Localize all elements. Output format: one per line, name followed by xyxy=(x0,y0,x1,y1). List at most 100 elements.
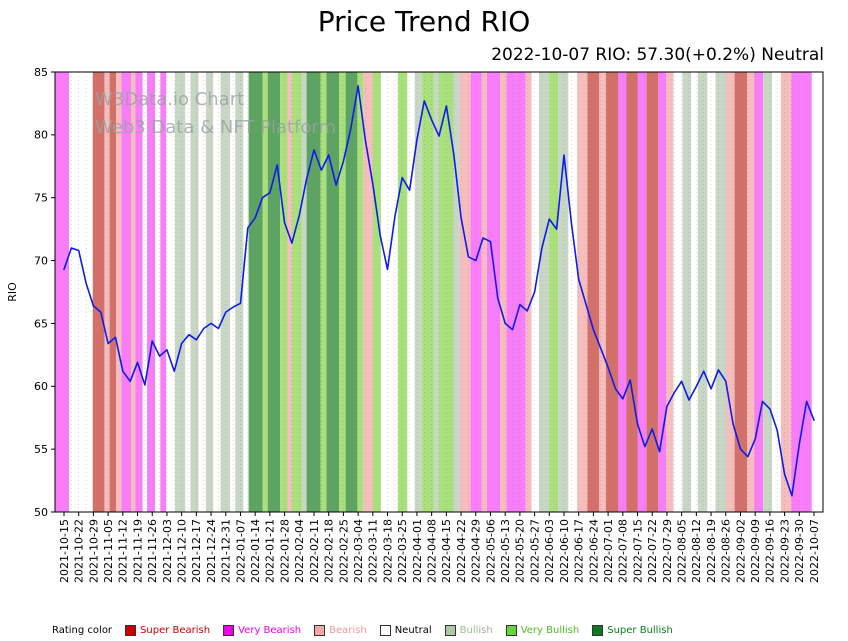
rating-band-very_bearish xyxy=(658,72,667,512)
rating-band-neutral xyxy=(230,72,236,512)
rating-band-very_bearish xyxy=(160,72,167,512)
x-tick-label: 2022-03-04 xyxy=(352,519,365,583)
x-tick-label: 2022-06-03 xyxy=(543,519,556,583)
rating-band-bullish xyxy=(235,72,244,512)
legend-item-label: Very Bullish xyxy=(520,625,580,636)
rating-band-very_bullish xyxy=(422,72,434,512)
legend-item-label: Very Bearish xyxy=(238,625,302,636)
rating-band-very_bearish xyxy=(486,72,500,512)
rating-band-bearish xyxy=(599,72,606,512)
rating-band-very_bullish xyxy=(262,72,268,512)
x-tick-label: 2022-05-06 xyxy=(484,519,497,583)
rating-band-bullish xyxy=(433,72,439,512)
y-tick-label: 70 xyxy=(34,254,48,267)
legend-swatch-very_bearish xyxy=(223,625,235,636)
x-tick-label: 2022-09-09 xyxy=(749,519,762,583)
rating-band-super_bullish xyxy=(306,72,321,512)
legend-item-very_bullish: Very Bullish xyxy=(505,625,580,636)
rating-band-super_bullish xyxy=(345,72,358,512)
legend-item-label: Super Bearish xyxy=(140,625,211,636)
rating-band-super_bullish xyxy=(267,72,281,512)
x-tick-label: 2022-02-11 xyxy=(308,519,321,583)
rating-band-neutral xyxy=(811,72,823,512)
rating-band-very_bearish xyxy=(55,72,70,512)
rating-band-neutral xyxy=(198,72,206,512)
x-tick-label: 2022-05-13 xyxy=(499,519,512,583)
legend-swatch-super_bearish xyxy=(125,625,137,636)
rating-band-neutral xyxy=(155,72,161,512)
x-tick-label: 2021-11-05 xyxy=(102,519,115,583)
x-tick-label: 2022-02-04 xyxy=(293,519,306,583)
legend-item-label: Bullish xyxy=(459,625,493,636)
legend-swatch-very_bullish xyxy=(505,625,517,636)
x-tick-label: 2022-08-19 xyxy=(705,519,718,583)
x-tick-label: 2021-12-17 xyxy=(190,519,203,583)
rating-band-super_bearish xyxy=(626,72,638,512)
legend-label: Rating color xyxy=(52,625,113,636)
rating-band-very_bullish xyxy=(549,72,559,512)
rating-band-bullish xyxy=(190,72,199,512)
rating-band-bearish xyxy=(726,72,735,512)
x-tick-label: 2022-07-22 xyxy=(646,519,659,583)
legend-swatch-bearish xyxy=(314,625,326,636)
x-tick-label: 2022-07-01 xyxy=(602,519,615,583)
rating-band-neutral xyxy=(69,72,93,512)
rating-band-bullish xyxy=(697,72,708,512)
rating-band-neutral xyxy=(772,72,781,512)
rating-band-super_bearish xyxy=(109,72,117,512)
rating-band-very_bearish xyxy=(506,72,526,512)
y-tick-label: 80 xyxy=(34,129,48,142)
x-tick-label: 2022-08-26 xyxy=(720,519,733,583)
rating-band-bullish xyxy=(414,72,423,512)
legend-swatch-neutral xyxy=(379,625,391,636)
x-tick-label: 2021-12-10 xyxy=(175,519,188,583)
rating-band-very_bearish xyxy=(754,72,764,512)
x-tick-label: 2022-09-16 xyxy=(764,519,777,583)
x-tick-label: 2022-07-15 xyxy=(631,519,644,583)
rating-band-super_bullish xyxy=(248,72,263,512)
legend-item-super_bullish: Super Bullish xyxy=(592,625,673,636)
x-tick-label: 2022-09-02 xyxy=(734,519,747,583)
rating-band-very_bullish xyxy=(397,72,408,512)
y-tick-label: 85 xyxy=(34,66,48,79)
x-tick-label: 2022-05-20 xyxy=(514,519,527,583)
rating-band-bearish xyxy=(116,72,122,512)
x-tick-label: 2022-04-15 xyxy=(440,519,453,583)
x-tick-label: 2022-01-14 xyxy=(249,519,262,583)
y-tick-label: 75 xyxy=(34,192,48,205)
x-tick-label: 2021-12-31 xyxy=(220,519,233,583)
x-tick-label: 2021-12-24 xyxy=(205,519,218,583)
x-tick-label: 2021-11-26 xyxy=(146,519,159,583)
x-tick-label: 2022-04-01 xyxy=(411,519,424,583)
x-tick-label: 2021-11-12 xyxy=(117,519,130,583)
x-tick-label: 2022-02-25 xyxy=(337,519,350,583)
rating-band-neutral xyxy=(707,72,716,512)
legend-item-label: Super Bullish xyxy=(607,625,673,636)
rating-band-super_bearish xyxy=(92,72,105,512)
x-tick-label: 2021-11-19 xyxy=(131,519,144,583)
x-tick-label: 2022-09-23 xyxy=(778,519,791,583)
rating-band-bullish xyxy=(539,72,550,512)
rating-band-very_bearish xyxy=(618,72,627,512)
x-tick-label: 2022-02-18 xyxy=(323,519,336,583)
legend-swatch-super_bullish xyxy=(592,625,604,636)
y-axis-label: RIO xyxy=(6,282,19,302)
rating-band-neutral xyxy=(213,72,221,512)
rating-band-neutral xyxy=(380,72,398,512)
x-tick-label: 2021-10-29 xyxy=(87,519,100,583)
x-tick-label: 2022-08-12 xyxy=(690,519,703,583)
rating-band-neutral xyxy=(243,72,249,512)
x-tick-label: 2021-10-15 xyxy=(58,519,71,583)
x-tick-label: 2022-06-24 xyxy=(587,519,600,583)
rating-band-bullish xyxy=(453,72,460,512)
price-line xyxy=(63,85,815,497)
rating-band-very_bullish xyxy=(372,72,381,512)
x-tick-label: 2022-07-29 xyxy=(661,519,674,583)
rating-band-very_bullish xyxy=(439,72,453,512)
x-tick-label: 2022-07-08 xyxy=(617,519,630,583)
rating-band-bullish xyxy=(682,72,692,512)
rating-legend: Rating color Super Bearish Very Bearish Be… xyxy=(52,625,673,636)
x-tick-label: 2021-10-22 xyxy=(73,519,86,583)
